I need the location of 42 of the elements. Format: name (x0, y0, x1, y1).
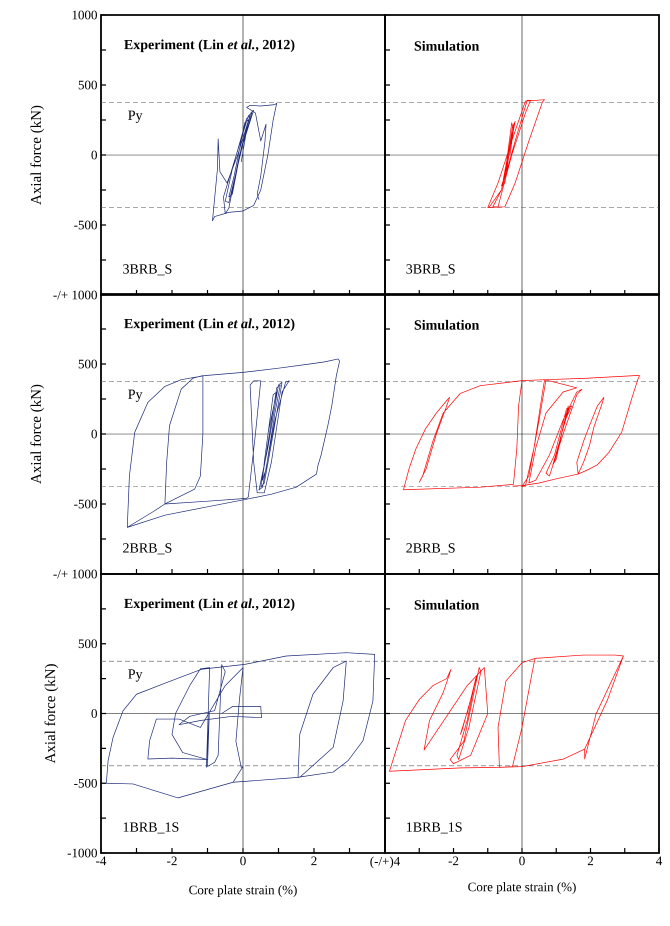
x-tick-label: 4 (656, 856, 662, 866)
y-tick-label: 0 (91, 150, 97, 160)
line-series (106, 652, 376, 798)
y-tick-label: 500 (78, 360, 97, 368)
y-axis-title: Axial force (kN) (30, 106, 44, 205)
y-tick-label: 0 (91, 709, 97, 718)
x-tick-label: 0 (240, 856, 246, 866)
y-tick-label: -1000 (68, 848, 97, 858)
text: Simulation (414, 40, 480, 51)
x-tick-label: 2 (311, 856, 317, 866)
y-tick-label: -/+ 1000 (53, 290, 97, 300)
ref-line-label: Py (128, 669, 142, 682)
y-tick-label: -500 (74, 778, 97, 788)
y-tick-label: 500 (78, 80, 97, 90)
annotation: 3BRB_S (406, 264, 455, 276)
line-series (126, 358, 340, 528)
text: Simulation (414, 320, 480, 330)
annotation: 1BRB_1S (124, 822, 178, 834)
x-tick-label: -4 (96, 856, 106, 866)
y-axis-title: Axial force (kN) (30, 384, 44, 484)
y-axis-title: Axial force (kN) (44, 664, 58, 764)
annotation: 1BRB_1S (406, 822, 462, 834)
x-tick-label: (-/+)4 (370, 856, 400, 868)
y-tick-label: 500 (78, 639, 97, 648)
y-tick-label: -500 (74, 500, 97, 508)
x-tick-label: 0 (519, 856, 525, 866)
x-axis-title: Core plate strain (%) (468, 882, 576, 894)
annotation: 3BRB_S (123, 264, 172, 276)
text: Simulation (414, 600, 480, 610)
annotation: 2BRB_S (123, 543, 172, 554)
x-tick-label: -2 (167, 856, 177, 866)
x-tick-label: 2 (588, 856, 594, 866)
x-axis-title: Core plate strain (%) (189, 885, 297, 897)
annotation: 2BRB_S (406, 543, 455, 554)
ref-line-label: Py (128, 390, 142, 402)
x-tick-label: -2 (448, 856, 458, 866)
y-tick-label: 0 (91, 430, 97, 438)
line-series (212, 102, 278, 222)
y-tick-label: -/+ 1000 (53, 570, 97, 578)
y-tick-label: -500 (74, 220, 97, 230)
ref-line-label: Py (128, 110, 142, 123)
y-tick-label: 1000 (72, 10, 97, 20)
